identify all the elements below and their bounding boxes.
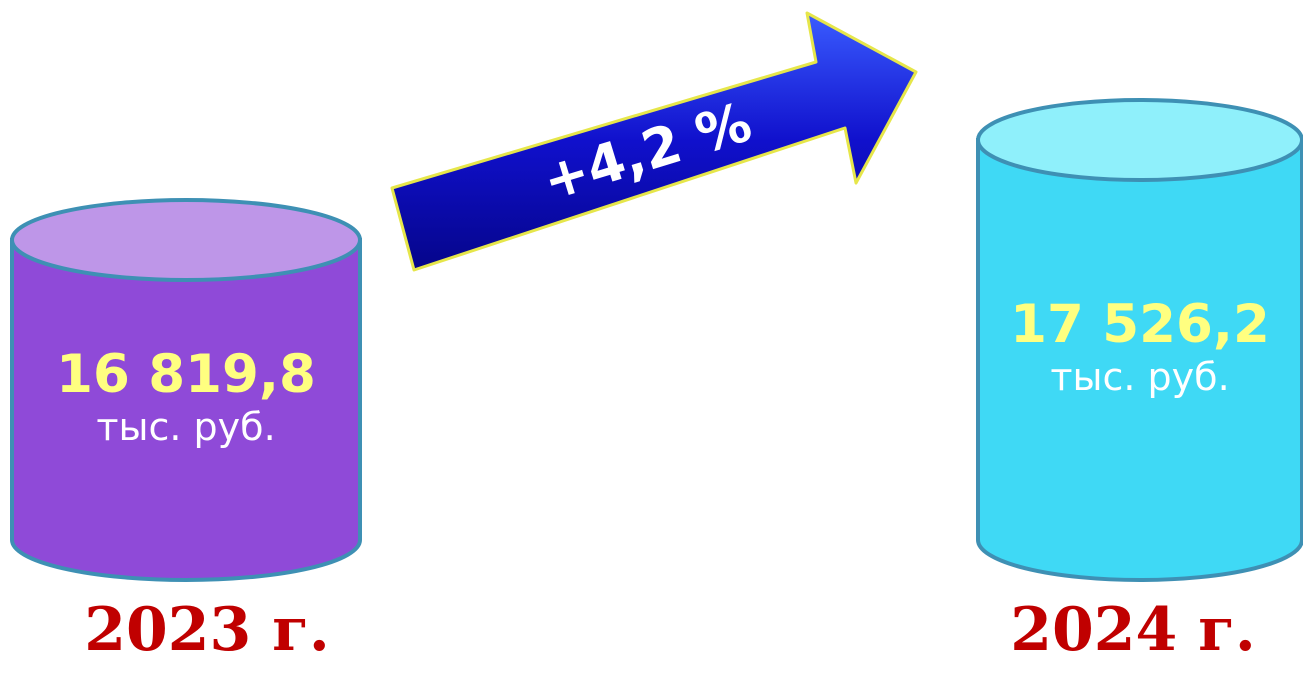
- value-label-2024: 17 526,2: [1010, 294, 1270, 355]
- unit-label-2023: тыс. руб.: [96, 405, 275, 449]
- cylinder-2024: 17 526,2 тыс. руб.: [976, 98, 1303, 582]
- cylinder-2024-top: [976, 98, 1303, 182]
- year-label-2024: 2024 г.: [1010, 595, 1256, 665]
- arrow-up-right-icon: [390, 11, 918, 272]
- cylinder-2024-body: [976, 138, 1303, 582]
- cylinder-2023: 16 819,8 тыс. руб.: [10, 198, 362, 582]
- growth-arrow: +4,2 %: [390, 11, 918, 272]
- unit-label-2024: тыс. руб.: [1050, 355, 1229, 399]
- cylinder-2023-body: [10, 238, 362, 582]
- cylinder-2023-top: [10, 198, 362, 282]
- value-label-2023: 16 819,8: [56, 344, 316, 405]
- year-label-2023: 2023 г.: [84, 595, 330, 665]
